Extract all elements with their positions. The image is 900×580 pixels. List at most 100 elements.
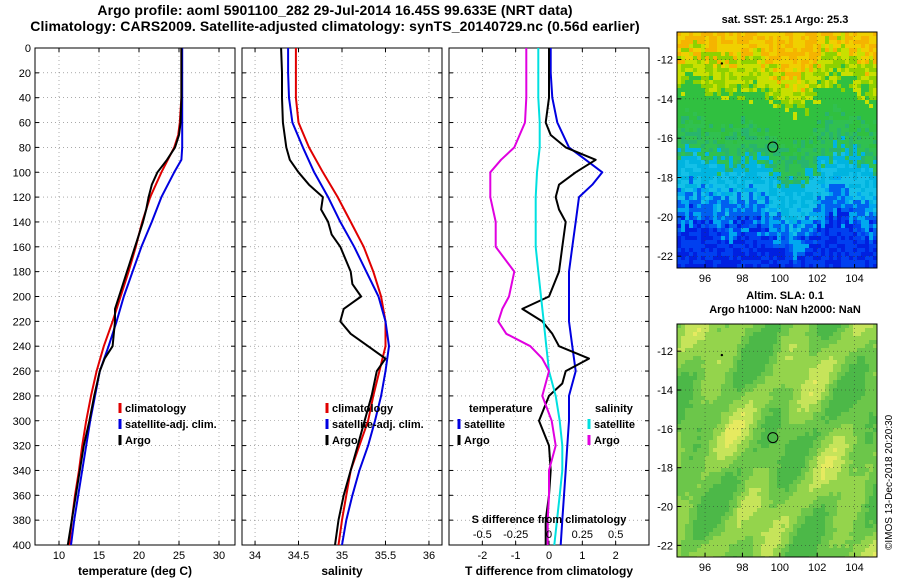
- x-axis-label: temperature (deg C): [78, 564, 192, 578]
- x-tick-label: 36: [423, 550, 435, 562]
- y-tick-label: 320: [13, 441, 31, 453]
- profile-panel-temperature: 0 20 40 60 80 100 120 140 160 180 200 220 240 260 280 3…: [13, 43, 236, 578]
- profile-panel-salinity: 34 34.5 35 35.5 36 salinity climatology satelli…: [241, 47, 443, 578]
- y-tick-label: 80: [19, 142, 31, 154]
- y-tick-label: 200: [13, 292, 31, 304]
- y-tick-label: 60: [19, 118, 31, 130]
- y-tick-label: 280: [13, 391, 31, 403]
- y-tick-label: 240: [13, 341, 31, 353]
- y-tick-label: 360: [13, 490, 31, 502]
- map-x-tick-label: 100: [771, 273, 789, 285]
- x-axis-label: salinity: [321, 564, 363, 578]
- map-y-tick-label: -20: [657, 212, 673, 224]
- map-x-tick-label: 96: [699, 562, 711, 574]
- legend-title-salinity: salinity: [595, 403, 634, 415]
- y-tick-label: 0: [25, 43, 31, 55]
- map-panel-sst: 96 98 100 102 104 -12 -14 -16 -18 -20 -22: [657, 31, 878, 285]
- legend-label: climatology: [332, 403, 394, 415]
- legend-label: satellite-adj. clim.: [332, 419, 424, 431]
- argo-position-marker: [767, 141, 779, 153]
- x-tick-label: -1: [511, 550, 521, 562]
- legend-label: satellite-adj. clim.: [125, 419, 217, 431]
- y-tick-label: 140: [13, 217, 31, 229]
- sla-field: [677, 324, 877, 557]
- map-x-tick-label: 98: [736, 562, 748, 574]
- profile-panel-differences: -2 -1 0 1 2 T difference from climatology S di…: [448, 47, 650, 578]
- map-x-tick-label: 104: [845, 562, 863, 574]
- map-y-tick-label: -22: [657, 251, 673, 263]
- legend-label: Argo: [594, 435, 620, 447]
- y-tick-label: 180: [13, 267, 31, 279]
- y-tick-label: 300: [13, 416, 31, 428]
- map-y-tick-label: -12: [657, 346, 673, 358]
- sst-field: [677, 32, 877, 268]
- x-tick-label: 34: [249, 550, 261, 562]
- map-y-tick-label: -18: [657, 173, 673, 185]
- map-x-tick-label: 96: [699, 273, 711, 285]
- x-tick-label: 2: [613, 550, 619, 562]
- x-tick-label-salinity: -0.5: [473, 529, 492, 541]
- series-line-satellite-adj-clim-: [70, 48, 184, 546]
- x-tick-label-salinity: 0: [546, 529, 552, 541]
- series-line-satellite-adj-clim-: [287, 48, 390, 546]
- series-line-salinity-satellite: [534, 48, 564, 546]
- map-panel-sla: 96 98 100 102 104 -12 -14 -16 -18 -20 -22: [657, 323, 878, 574]
- y-tick-label: 100: [13, 167, 31, 179]
- map-y-tick-label: -18: [657, 463, 673, 475]
- y-tick-label: 160: [13, 242, 31, 254]
- figure-title-line2: Climatology: CARS2009. Satellite-adjuste…: [30, 18, 640, 34]
- series-line-argo: [280, 47, 387, 546]
- map-y-tick-label: -14: [657, 385, 673, 397]
- map-x-tick-label: 102: [808, 562, 826, 574]
- x-tick-label: 25: [173, 550, 185, 562]
- map-y-tick-label: -22: [657, 540, 673, 552]
- sst-map-title: sat. SST: 25.1 Argo: 25.3: [721, 14, 849, 26]
- x-tick-label: -2: [477, 550, 487, 562]
- x-tick-label: 35: [336, 550, 348, 562]
- point-marker: [720, 62, 724, 65]
- sla-map-title-line1: Altim. SLA: 0.1: [746, 290, 824, 302]
- sla-map-title-line2: Argo h1000: NaN h2000: NaN: [709, 304, 861, 316]
- legend-label: satellite: [464, 419, 505, 431]
- x-tick-label-salinity: 0.5: [608, 529, 623, 541]
- y-tick-label: 260: [13, 366, 31, 378]
- x-tick-label: 1: [579, 550, 585, 562]
- legend-label: satellite: [594, 419, 635, 431]
- series-line-salinity-argo: [489, 48, 557, 545]
- series-line-temperature-satellite: [549, 48, 604, 546]
- x-tick-label: 0: [546, 550, 552, 562]
- map-y-tick-label: -20: [657, 502, 673, 514]
- y-tick-label: 40: [19, 93, 31, 105]
- map-y-tick-label: -16: [657, 133, 673, 145]
- map-frame: [676, 31, 878, 269]
- x-tick-label: 35.5: [375, 550, 396, 562]
- legend-title-temperature: temperature: [469, 403, 533, 415]
- x-tick-label: 10: [53, 550, 65, 562]
- map-y-tick-label: -16: [657, 424, 673, 436]
- series-line-temperature-argo: [521, 48, 597, 545]
- legend-label: Argo: [332, 435, 358, 447]
- map-x-tick-label: 98: [736, 273, 748, 285]
- y-tick-label: 220: [13, 316, 31, 328]
- map-y-tick-label: -12: [657, 55, 673, 67]
- x-tick-label-salinity: 0.25: [572, 529, 593, 541]
- legend-label: climatology: [125, 403, 187, 415]
- legend-label: Argo: [464, 435, 490, 447]
- x-tick-label-salinity: -0.25: [503, 529, 528, 541]
- x-axis-label-top: S difference from climatology: [472, 514, 628, 526]
- map-x-tick-label: 104: [845, 273, 863, 285]
- x-tick-label: 15: [93, 550, 105, 562]
- x-axis-label: T difference from climatology: [465, 564, 633, 578]
- x-tick-label: 34.5: [288, 550, 309, 562]
- map-x-tick-label: 100: [771, 562, 789, 574]
- legend-label: Argo: [125, 435, 151, 447]
- x-tick-label: 30: [213, 550, 225, 562]
- series-line-climatology: [68, 48, 183, 546]
- map-y-tick-label: -14: [657, 94, 673, 106]
- series-line-climatology: [294, 48, 387, 546]
- point-marker: [720, 353, 724, 357]
- map-x-tick-label: 102: [808, 273, 826, 285]
- series-line-argo: [66, 48, 183, 546]
- y-tick-label: 340: [13, 465, 31, 477]
